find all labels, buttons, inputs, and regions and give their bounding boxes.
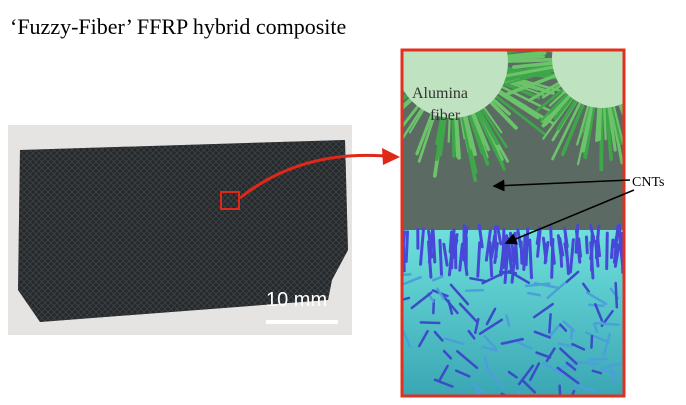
cnt-green	[641, 89, 663, 106]
cnt-blue	[611, 240, 612, 257]
alumina-fiber	[552, 8, 652, 108]
cnt-green	[604, 108, 605, 139]
cnt-green	[494, 36, 553, 48]
cnt-green	[647, 80, 685, 98]
cnt-blue	[406, 232, 407, 261]
cnt-blue	[521, 242, 522, 263]
cnt-green	[502, 60, 552, 62]
cnt-blue	[466, 290, 483, 291]
cnt-blue	[586, 237, 587, 253]
cnt-green	[646, 82, 676, 98]
cnt-blue	[591, 336, 592, 348]
cnt-green	[599, 108, 600, 139]
fiber-label: fiber	[430, 107, 461, 124]
inset	[359, 6, 686, 405]
cnt-blue	[589, 359, 607, 360]
cnt-blue	[500, 272, 516, 273]
cnt-green	[631, 99, 643, 115]
cnt-green	[646, 82, 673, 97]
figure: ‘Fuzzy-Fiber’ FFRP hybrid composite 10 m…	[0, 0, 686, 405]
cnt-blue	[440, 240, 442, 274]
scale-label: 10 mm	[266, 289, 327, 311]
cnt-green	[638, 93, 668, 122]
cnt-green	[645, 84, 684, 107]
cnt-green	[359, 95, 407, 129]
cnt-green	[631, 99, 663, 145]
cnt-blue	[552, 239, 553, 277]
cnt-blue	[616, 283, 617, 307]
cnt-blue	[421, 322, 439, 323]
cnt-blue	[478, 243, 480, 277]
zoom-arrowhead	[382, 148, 400, 165]
cnt-green	[623, 103, 643, 144]
cnt-blue	[545, 244, 546, 261]
fiber-label: Alumina	[412, 85, 468, 102]
cnt-green	[643, 86, 673, 106]
cnt-blue	[490, 242, 492, 275]
cnt-blue	[591, 243, 593, 278]
cnt-green	[374, 91, 404, 109]
cnt-blue	[530, 240, 532, 278]
cnt-label: CNTs	[632, 175, 664, 190]
title: ‘Fuzzy-Fiber’ FFRP hybrid composite	[10, 14, 346, 39]
cnt-green	[638, 92, 667, 120]
cnt-green	[635, 96, 649, 111]
cnt-blue	[607, 233, 608, 269]
cnt-blue	[579, 239, 581, 256]
cnt-green	[640, 90, 660, 107]
cnt-green	[637, 93, 662, 118]
cnt-blue	[576, 225, 578, 252]
cnt-blue	[549, 314, 550, 332]
cnt-green	[643, 87, 669, 105]
cnt-green	[647, 80, 686, 108]
cnt-blue	[596, 323, 619, 325]
cnt-green	[633, 97, 650, 118]
cnt-green	[644, 85, 686, 115]
cnt-green	[498, 38, 553, 49]
cnt-green	[362, 90, 403, 114]
cnt-green	[366, 90, 403, 112]
